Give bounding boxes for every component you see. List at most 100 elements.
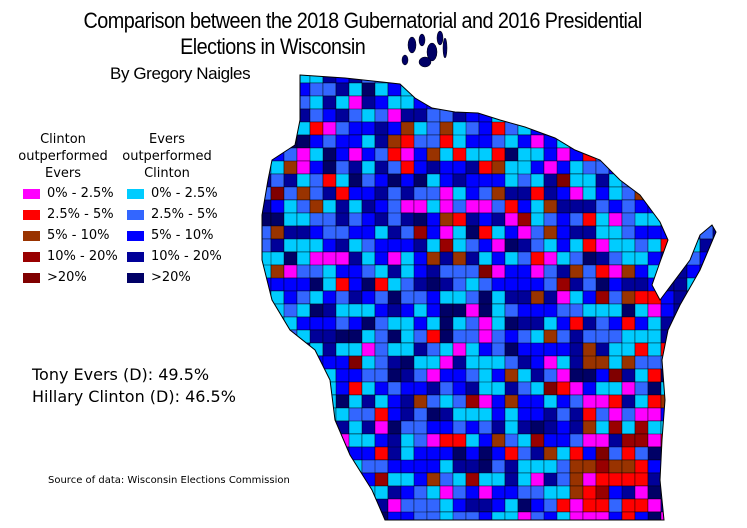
municipality [608, 329, 623, 344]
municipality [361, 368, 376, 383]
municipality [543, 316, 558, 331]
municipality [582, 407, 597, 422]
municipality [426, 173, 441, 188]
municipality [621, 147, 649, 162]
municipality [569, 186, 584, 201]
municipality [262, 316, 272, 331]
municipality [712, 316, 716, 331]
municipality [335, 342, 350, 357]
municipality [556, 108, 571, 123]
municipality [426, 251, 441, 266]
municipality [426, 472, 441, 487]
municipality [361, 199, 376, 214]
municipality [712, 290, 716, 318]
legend-heading-line: outperformed [122, 149, 212, 164]
municipality [348, 303, 363, 318]
municipality [712, 394, 716, 409]
legend-heading-clinton: Clinton outperformed Evers [3, 131, 123, 182]
municipality [491, 212, 506, 227]
municipality [296, 290, 311, 305]
municipality [262, 147, 272, 162]
legend-swatch [23, 209, 40, 220]
municipality [660, 95, 675, 110]
municipality [426, 355, 441, 370]
municipality [569, 433, 584, 448]
legend-item-evers: 5% - 10% [127, 228, 213, 243]
municipality [582, 95, 597, 110]
municipality [673, 212, 701, 227]
municipality [478, 82, 506, 110]
municipality [439, 303, 454, 318]
municipality [361, 329, 376, 344]
municipality [439, 212, 454, 227]
municipality [283, 381, 298, 396]
legend-swatch [23, 251, 40, 262]
municipality [283, 498, 311, 513]
municipality [686, 277, 714, 292]
municipality [699, 433, 714, 448]
legend-swatch [127, 251, 144, 262]
municipality [543, 251, 558, 266]
municipality [686, 186, 714, 214]
municipality [517, 173, 532, 188]
municipality [439, 186, 454, 201]
municipality [530, 316, 545, 331]
municipality [582, 290, 597, 305]
municipality [309, 316, 324, 331]
municipality [504, 342, 519, 357]
municipality [504, 121, 519, 136]
municipality [387, 485, 402, 500]
municipality [608, 368, 623, 383]
municipality [262, 238, 272, 253]
municipality [504, 82, 519, 97]
municipality [465, 121, 480, 136]
municipality [569, 485, 584, 500]
municipality [608, 511, 623, 520]
municipality [517, 485, 532, 500]
municipality [348, 277, 363, 292]
municipality [309, 420, 324, 435]
municipality [543, 108, 558, 123]
municipality [595, 303, 610, 318]
municipality [283, 433, 298, 448]
municipality [673, 511, 688, 520]
municipality [699, 498, 714, 513]
legend-label: >20% [47, 270, 87, 285]
municipality [439, 446, 454, 461]
municipality [569, 264, 584, 279]
municipality [504, 108, 519, 123]
municipality [621, 95, 636, 110]
municipality [621, 394, 636, 409]
municipality [686, 108, 701, 123]
island [418, 56, 432, 68]
municipality [465, 147, 480, 162]
municipality [712, 368, 716, 383]
municipality [309, 511, 324, 520]
municipality [556, 420, 571, 435]
municipality [556, 472, 571, 487]
municipality [634, 381, 649, 396]
municipality [426, 134, 441, 149]
legend-item-evers: 10% - 20% [127, 249, 222, 264]
municipality [647, 511, 662, 520]
municipality [270, 82, 285, 97]
municipality [530, 121, 558, 136]
municipality [296, 446, 311, 461]
municipality [608, 121, 623, 136]
municipality [270, 511, 285, 520]
municipality [673, 433, 688, 448]
municipality [361, 251, 376, 266]
municipality [491, 277, 506, 292]
municipality [647, 485, 662, 500]
municipality [660, 459, 675, 474]
municipality [400, 108, 415, 123]
municipality [634, 303, 649, 318]
municipality [712, 173, 716, 188]
municipality [374, 420, 389, 435]
municipality [491, 368, 506, 383]
municipality [621, 511, 636, 520]
municipality [660, 160, 675, 175]
municipality [569, 173, 584, 188]
title-line-1: Comparison between the 2018 Gubernatoria… [83, 8, 643, 33]
municipality [595, 290, 610, 305]
